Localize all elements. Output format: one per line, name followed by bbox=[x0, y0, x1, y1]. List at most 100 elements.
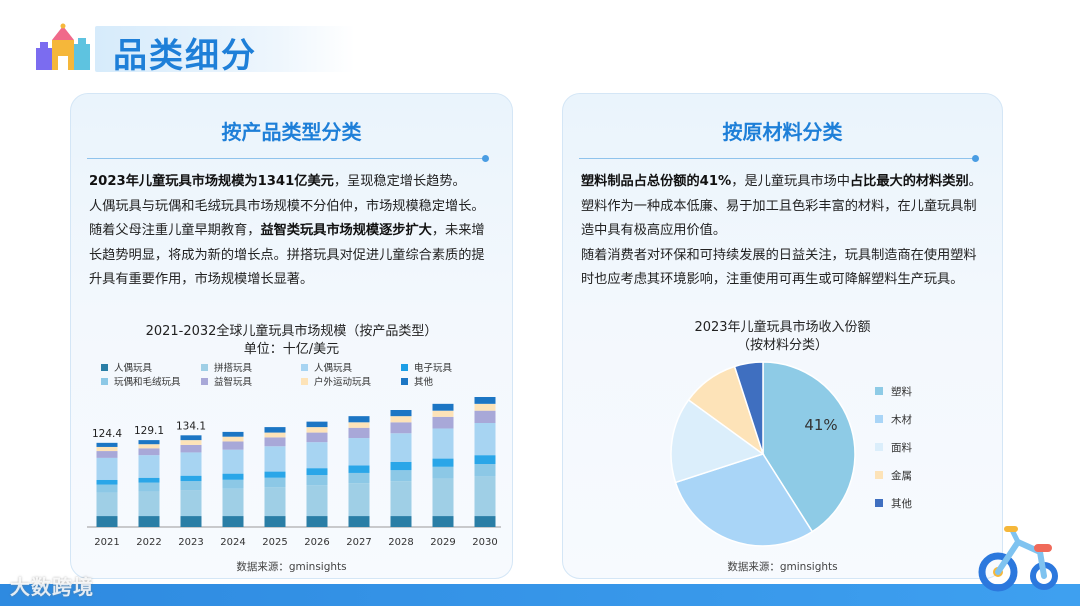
bar-segment bbox=[138, 477, 160, 483]
bar-segment bbox=[390, 433, 412, 462]
bar-segment bbox=[222, 449, 244, 474]
bar-segment bbox=[348, 427, 370, 439]
bar-segment bbox=[306, 432, 328, 443]
bar-segment bbox=[474, 464, 496, 477]
legend-item: 电子玩具 bbox=[401, 360, 452, 374]
pie-chart: 41% bbox=[670, 361, 856, 547]
divider bbox=[579, 155, 979, 162]
bar-segment bbox=[306, 468, 328, 475]
legend-item: 玩偶和毛绒玩具 bbox=[101, 374, 181, 388]
bar-segment bbox=[432, 416, 454, 429]
bar-segment bbox=[180, 452, 202, 476]
paragraph-text: 。 bbox=[968, 174, 982, 189]
bar-segment bbox=[306, 427, 328, 433]
bar-segment bbox=[474, 423, 496, 456]
x-tick-label: 2030 bbox=[472, 537, 497, 548]
bar-segment bbox=[390, 462, 412, 471]
bar-segment bbox=[96, 492, 118, 517]
legend-label: 人偶玩具 bbox=[114, 363, 153, 374]
bar-chart-title: 2021-2032全球儿童玩具市场规模（按产品类型） bbox=[145, 324, 438, 339]
bar-segment bbox=[264, 427, 286, 433]
data-source: 数据来源：gminsights bbox=[236, 561, 347, 573]
legend-label: 户外运动玩具 bbox=[314, 377, 372, 388]
card-title-product-type: 按产品类型分类 bbox=[221, 120, 362, 144]
bar-segment bbox=[222, 488, 244, 517]
bar-segment bbox=[180, 481, 202, 491]
paragraph-3: 随着父母注重儿童早期教育，益智类玩具市场规模逐步扩大，未来增长趋势明显，将成为新… bbox=[89, 219, 496, 293]
bar-segment bbox=[348, 465, 370, 473]
pie-slice bbox=[733, 361, 764, 455]
legend-swatch bbox=[401, 363, 408, 371]
product-type-description: 2023年儿童玩具市场规模为1341亿美元，呈现稳定增长趋势。 人偶玩具与玩偶和… bbox=[89, 170, 496, 293]
pie-slice bbox=[670, 398, 765, 484]
bar-segment bbox=[432, 428, 454, 459]
bar-segment bbox=[474, 410, 496, 423]
x-tick-label: 2026 bbox=[304, 537, 329, 548]
bar-segment bbox=[474, 516, 496, 527]
bar-segment bbox=[264, 471, 286, 478]
legend-swatch bbox=[101, 377, 108, 385]
tricycle-icon bbox=[978, 526, 1058, 592]
bar-segment bbox=[96, 484, 118, 493]
paragraph-2: 塑料作为一种成本低廉、易于加工且色彩丰富的材料，在儿童玩具制造中具有极高应用价值… bbox=[581, 195, 986, 244]
bar-chart: 2021 124.4 2022 129.1 2023 134.1 2024 2025 2026 2… bbox=[87, 397, 501, 548]
legend-swatch bbox=[201, 377, 208, 385]
bar-segment bbox=[264, 446, 286, 472]
bar-segment bbox=[138, 455, 160, 478]
total-label: 124.4 bbox=[92, 428, 122, 440]
legend-swatch bbox=[875, 415, 883, 423]
legend-label: 其他 bbox=[414, 377, 434, 388]
footer-bar bbox=[0, 584, 1080, 606]
page-title: 品类细分 bbox=[113, 36, 257, 76]
x-tick-label: 2027 bbox=[346, 537, 371, 548]
bar-segment bbox=[432, 516, 454, 527]
bar-segment bbox=[222, 479, 244, 489]
bar-segment bbox=[306, 442, 328, 469]
bar-segment bbox=[432, 458, 454, 467]
bar-segment bbox=[348, 516, 370, 527]
bar-segment bbox=[222, 436, 244, 442]
pie-chart-title: 2023年儿童玩具市场收入份额 bbox=[694, 320, 871, 335]
highlight-text: 2023年儿童玩具市场规模为1341亿美元 bbox=[89, 174, 334, 189]
legend-item: 人偶玩具 bbox=[301, 360, 352, 374]
legend-item: 户外运动玩具 bbox=[301, 374, 371, 388]
legend-label: 电子玩具 bbox=[414, 363, 453, 374]
bar-segment bbox=[348, 438, 370, 466]
bar-segment bbox=[138, 444, 160, 449]
bar-segment bbox=[474, 476, 496, 517]
bar-segment bbox=[474, 455, 496, 465]
x-tick-label: 2029 bbox=[430, 537, 455, 548]
pie-slice bbox=[674, 453, 814, 547]
legend-label: 金属 bbox=[891, 469, 912, 482]
legend-swatch bbox=[401, 377, 408, 385]
legend-item: 益智玩具 bbox=[201, 374, 252, 388]
legend-label: 其他 bbox=[891, 497, 912, 510]
bar-segment bbox=[390, 410, 412, 417]
bar-segment bbox=[390, 516, 412, 527]
bar-segment bbox=[348, 472, 370, 484]
bar-segment bbox=[348, 416, 370, 423]
bar-segment bbox=[96, 446, 118, 452]
bar-segment bbox=[264, 487, 286, 517]
bar-segment bbox=[474, 403, 496, 411]
x-tick-label: 2028 bbox=[388, 537, 413, 548]
paragraph-3: 随着消费者对环保和可持续发展的日益关注，玩具制造商在使用塑料时也应考虑其环境影响… bbox=[581, 244, 986, 293]
bar-segment bbox=[432, 466, 454, 479]
legend-label: 木材 bbox=[891, 413, 912, 426]
paragraph-text: 随着消费者对环保和可持续发展的日益关注，玩具制造商在使用塑料时也应考虑其环境影响… bbox=[581, 247, 977, 288]
x-tick-label: 2023 bbox=[178, 537, 203, 548]
legend-swatch bbox=[875, 471, 883, 479]
bar-segment bbox=[96, 451, 118, 458]
bar-segment bbox=[264, 477, 286, 488]
bar-segment bbox=[180, 435, 202, 441]
title-bar-background bbox=[95, 26, 355, 72]
card-title-material: 按原材料分类 bbox=[722, 120, 843, 144]
bar-segment bbox=[390, 416, 412, 423]
legend-item: 其他 bbox=[875, 489, 912, 517]
bar-segment bbox=[138, 491, 160, 517]
bar-segment bbox=[306, 475, 328, 486]
highlight-text: 益智类玩具市场规模逐步扩大 bbox=[260, 223, 432, 238]
bar-segment bbox=[96, 442, 118, 447]
bar-segment bbox=[264, 516, 286, 527]
legend-item: 面料 bbox=[875, 433, 912, 461]
